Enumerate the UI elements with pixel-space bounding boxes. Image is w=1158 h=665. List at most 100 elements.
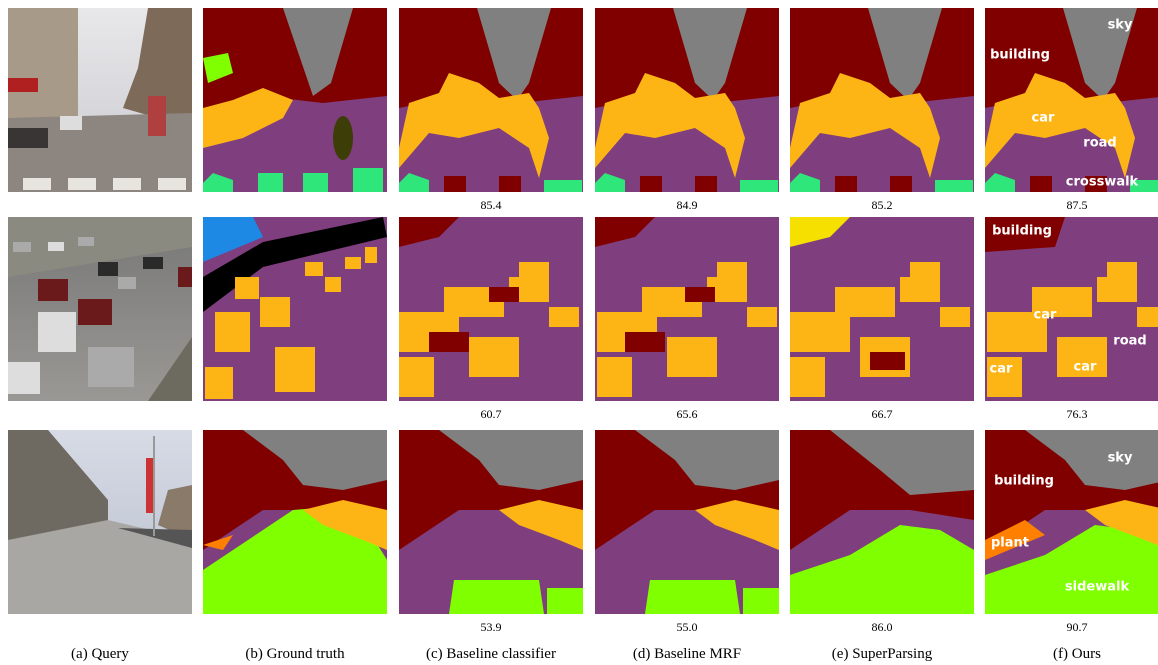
column-caption: (e) SuperParsing bbox=[832, 646, 933, 662]
region bbox=[544, 180, 582, 192]
region bbox=[1030, 176, 1052, 192]
region bbox=[645, 580, 740, 614]
car bbox=[1107, 262, 1137, 282]
segmentation bbox=[399, 217, 583, 401]
class-label: car bbox=[1074, 360, 1097, 375]
car bbox=[549, 307, 579, 327]
class-label: car bbox=[1032, 111, 1055, 126]
car bbox=[38, 279, 68, 301]
car bbox=[910, 262, 940, 282]
accuracy-score: 65.6 bbox=[677, 407, 698, 421]
accuracy-score: 55.0 bbox=[677, 620, 698, 634]
car bbox=[469, 337, 519, 377]
region bbox=[258, 173, 283, 192]
car bbox=[325, 277, 341, 292]
class-label: car bbox=[1034, 308, 1057, 323]
car bbox=[790, 312, 850, 352]
segmentation bbox=[203, 8, 387, 192]
region bbox=[489, 287, 519, 302]
region bbox=[640, 176, 662, 192]
region bbox=[449, 580, 544, 614]
region bbox=[499, 176, 521, 192]
accuracy-score: 85.4 bbox=[481, 198, 502, 212]
class-label: road bbox=[1083, 136, 1116, 151]
accuracy-score: 60.7 bbox=[481, 407, 502, 421]
person bbox=[148, 96, 166, 136]
region bbox=[740, 180, 778, 192]
region bbox=[890, 176, 912, 192]
accuracy-score: 87.5 bbox=[1067, 198, 1088, 212]
region bbox=[429, 332, 469, 352]
car bbox=[940, 307, 970, 327]
segmentation bbox=[203, 430, 387, 614]
column-caption: (c) Baseline classifier bbox=[426, 646, 556, 662]
car bbox=[1137, 307, 1158, 327]
segmentation bbox=[399, 8, 583, 192]
class-label: plant bbox=[991, 536, 1029, 551]
segmentation bbox=[790, 430, 974, 614]
segmentation bbox=[790, 8, 974, 192]
car bbox=[205, 367, 233, 399]
car bbox=[597, 357, 632, 397]
person bbox=[333, 116, 353, 160]
accuracy-score: 84.9 bbox=[677, 198, 698, 212]
car bbox=[747, 307, 777, 327]
car bbox=[305, 262, 323, 276]
class-label: building bbox=[992, 224, 1052, 239]
column-caption: (f) Ours bbox=[1053, 646, 1101, 662]
segmentation bbox=[399, 430, 583, 614]
accuracy-score: 86.0 bbox=[872, 620, 893, 634]
stripe bbox=[158, 178, 186, 190]
stripe bbox=[113, 178, 141, 190]
stripe bbox=[23, 178, 51, 190]
car bbox=[38, 312, 76, 352]
accuracy-score: 76.3 bbox=[1067, 407, 1088, 421]
class-label: sidewalk bbox=[1065, 580, 1130, 595]
query-photo bbox=[8, 8, 192, 192]
class-label: car bbox=[990, 362, 1013, 377]
car bbox=[835, 287, 895, 317]
car bbox=[345, 257, 361, 269]
region bbox=[870, 352, 905, 370]
car bbox=[13, 242, 31, 252]
segmentation: building car road car car bbox=[985, 217, 1158, 401]
car bbox=[118, 277, 136, 289]
car bbox=[78, 299, 112, 325]
class-label: crosswalk bbox=[1066, 175, 1139, 190]
car bbox=[178, 267, 192, 287]
region bbox=[935, 180, 973, 192]
car bbox=[365, 247, 377, 263]
class-label: building bbox=[990, 48, 1050, 63]
car bbox=[143, 257, 163, 269]
segmentation: skybuildingplantcarsidewalk bbox=[985, 430, 1158, 614]
region bbox=[625, 332, 665, 352]
car bbox=[98, 262, 118, 276]
class-label: sky bbox=[1108, 18, 1133, 33]
column-caption: (a) Query bbox=[71, 646, 129, 662]
accuracy-score: 66.7 bbox=[872, 407, 893, 421]
sign bbox=[146, 458, 153, 513]
region bbox=[685, 287, 715, 302]
region bbox=[303, 173, 328, 192]
region bbox=[444, 176, 466, 192]
car bbox=[8, 362, 40, 394]
accuracy-score: 53.9 bbox=[481, 620, 502, 634]
car bbox=[48, 242, 64, 251]
figure: sky building car road crosswalk building car ro… bbox=[0, 0, 1158, 665]
region bbox=[547, 588, 583, 614]
query-photo bbox=[8, 430, 192, 614]
segmentation bbox=[790, 217, 974, 401]
region bbox=[743, 588, 779, 614]
car bbox=[667, 337, 717, 377]
car bbox=[235, 277, 259, 299]
accuracy-score: 90.7 bbox=[1067, 620, 1088, 634]
car bbox=[78, 237, 94, 246]
car bbox=[790, 357, 825, 397]
class-label: road bbox=[1113, 334, 1146, 349]
car bbox=[88, 347, 134, 387]
car bbox=[60, 116, 82, 130]
segmentation bbox=[203, 217, 387, 401]
car bbox=[717, 262, 747, 282]
accuracy-score: 85.2 bbox=[872, 198, 893, 212]
car bbox=[215, 312, 250, 352]
